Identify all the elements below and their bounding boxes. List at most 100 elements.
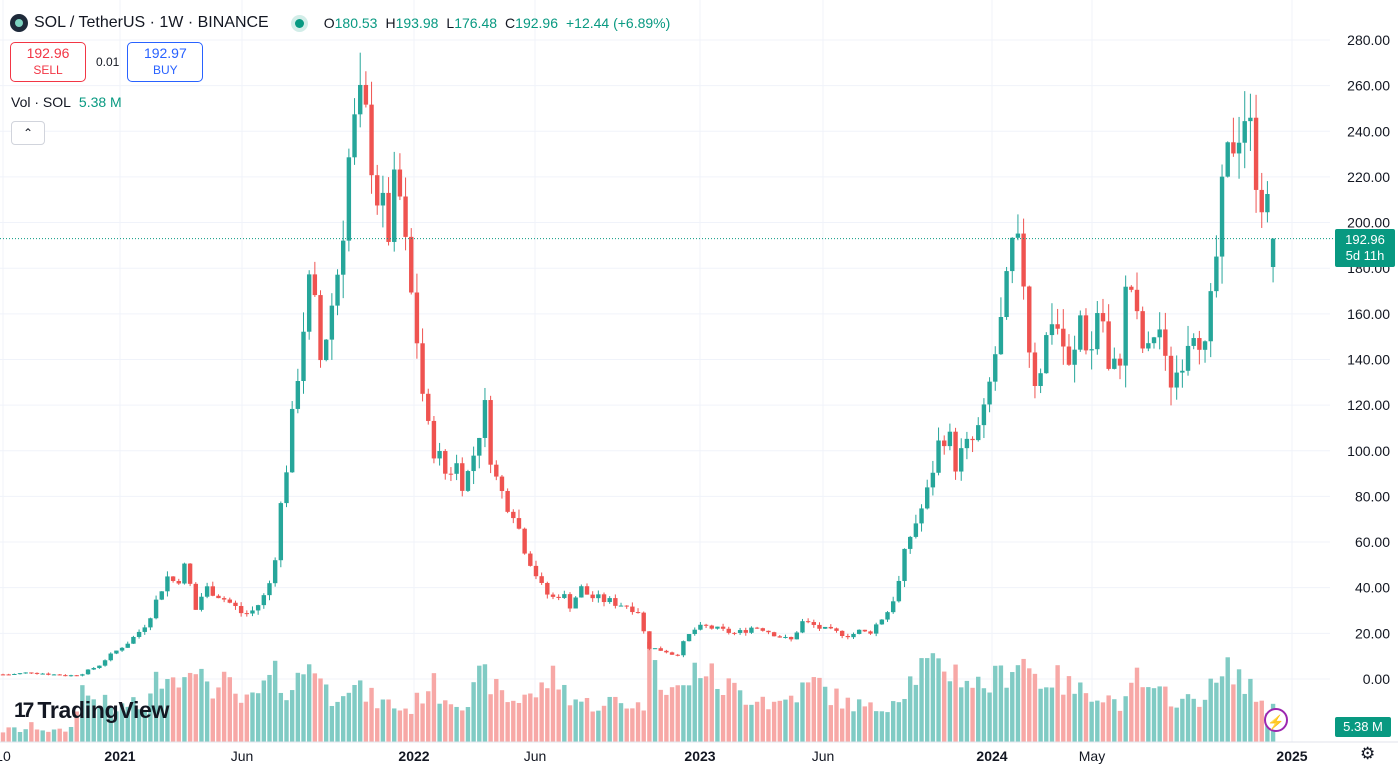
volume-bar xyxy=(908,676,913,742)
candle-body xyxy=(993,354,998,382)
volume-bar xyxy=(312,673,318,742)
volume-bar xyxy=(204,681,210,742)
volume-bar xyxy=(590,711,595,742)
candle-body xyxy=(1202,341,1208,350)
buy-button[interactable]: 192.97 BUY xyxy=(127,42,204,82)
candle-body xyxy=(681,641,686,656)
volume-bar xyxy=(397,710,403,742)
volume-bar xyxy=(1078,682,1083,742)
grid-lines xyxy=(0,0,1330,742)
candle-body xyxy=(959,448,964,472)
candle-body xyxy=(97,665,102,669)
volume-bar xyxy=(199,668,204,742)
candle-body xyxy=(976,425,981,441)
candle-body xyxy=(885,612,890,620)
volume-bar xyxy=(828,705,834,742)
candle-body xyxy=(562,594,567,598)
candle-body xyxy=(1089,349,1094,351)
lightning-icon[interactable]: ⚡ xyxy=(1264,708,1288,732)
volume-legend[interactable]: Vol · SOL 5.38 M xyxy=(11,94,122,110)
ohlc-values: O180.53 H193.98 L176.48 C192.96 +12.44 (… xyxy=(324,15,671,31)
volume-bar xyxy=(1021,658,1026,742)
volume-bar xyxy=(108,706,113,742)
candle-body xyxy=(686,634,692,642)
collapse-legend-button[interactable]: ⌃ xyxy=(11,121,45,145)
volume-bar xyxy=(352,684,357,742)
volume-bar xyxy=(709,663,714,742)
volume-bar xyxy=(959,687,964,742)
volume-bar xyxy=(601,705,607,742)
volume-bar xyxy=(238,702,244,742)
volume-bar xyxy=(777,700,782,742)
volume-bar xyxy=(505,702,510,742)
sell-button[interactable]: 192.96 SELL xyxy=(10,42,86,82)
candle-body xyxy=(505,491,510,512)
candle-body xyxy=(125,643,130,648)
y-tick-label: 160.00 xyxy=(1347,306,1390,322)
candle-body xyxy=(23,672,28,674)
candle-body xyxy=(777,636,782,638)
candle-body xyxy=(221,598,227,600)
candle-body xyxy=(210,586,215,596)
candle-body xyxy=(794,632,799,640)
candle-body xyxy=(244,613,250,615)
candle-body xyxy=(284,472,289,504)
candle-body xyxy=(1214,256,1219,292)
high-value: 193.98 xyxy=(395,15,439,31)
volume-bar xyxy=(822,686,828,742)
candle-body xyxy=(817,624,822,629)
candle-body xyxy=(1157,329,1162,338)
volume-bar xyxy=(97,706,102,742)
price-axis[interactable]: 280.00260.00240.00220.00200.00180.00160.… xyxy=(1347,32,1390,687)
volume-bar xyxy=(227,677,232,742)
volume-bar xyxy=(1134,667,1140,742)
volume-bar xyxy=(250,692,255,742)
time-axis[interactable]: 10 2021 Jun 2022 Jun 2023 Jun 2024 May 2025 xyxy=(0,741,1398,764)
volume-bar xyxy=(760,696,765,742)
volume-bar xyxy=(817,677,822,742)
candle-body xyxy=(108,653,113,661)
candle-body xyxy=(420,343,425,394)
candle-body xyxy=(165,576,170,592)
volume-bar xyxy=(454,706,459,742)
volume-bar xyxy=(1197,706,1202,742)
volume-bar xyxy=(607,696,612,742)
candle-body xyxy=(771,632,777,637)
candle-body xyxy=(386,192,391,242)
candle-body xyxy=(1185,345,1191,371)
open-label: O xyxy=(323,15,335,31)
volume-bar xyxy=(409,713,414,742)
volume-bar xyxy=(516,702,522,742)
candle-body xyxy=(352,114,357,158)
y-tick-label: 200.00 xyxy=(1347,215,1390,231)
symbol-title[interactable]: SOL / TetherUS · 1W · BINANCE xyxy=(34,14,269,31)
candle-body xyxy=(431,420,437,459)
x-tick-label: 2022 xyxy=(398,748,429,764)
last-price-value: 192.96 xyxy=(1345,232,1385,247)
buy-price: 192.97 xyxy=(143,45,187,61)
volume-bar xyxy=(102,694,108,742)
volume-bar xyxy=(1027,668,1032,742)
volume-bar xyxy=(1231,684,1236,742)
volume-bar xyxy=(125,706,130,742)
candle-body xyxy=(482,400,488,438)
volume-bar xyxy=(323,684,329,742)
candle-body xyxy=(590,594,595,599)
volume-bar xyxy=(1095,700,1100,742)
volume-bar xyxy=(57,728,62,742)
candle-body xyxy=(323,339,329,361)
candle-body xyxy=(539,576,544,583)
candle-body xyxy=(312,274,318,296)
candle-body xyxy=(1140,311,1145,349)
volume-bar xyxy=(964,680,970,742)
volume-bar xyxy=(1010,672,1015,742)
volume-bar xyxy=(114,711,119,742)
candle-body xyxy=(460,463,465,491)
volume-bar xyxy=(301,674,306,742)
volume-bar xyxy=(176,687,181,742)
volume-bar xyxy=(624,708,629,742)
tradingview-logo[interactable]: 17 TradingView xyxy=(14,697,169,724)
gear-icon[interactable]: ⚙ xyxy=(1360,744,1376,763)
candle-body xyxy=(709,625,714,629)
